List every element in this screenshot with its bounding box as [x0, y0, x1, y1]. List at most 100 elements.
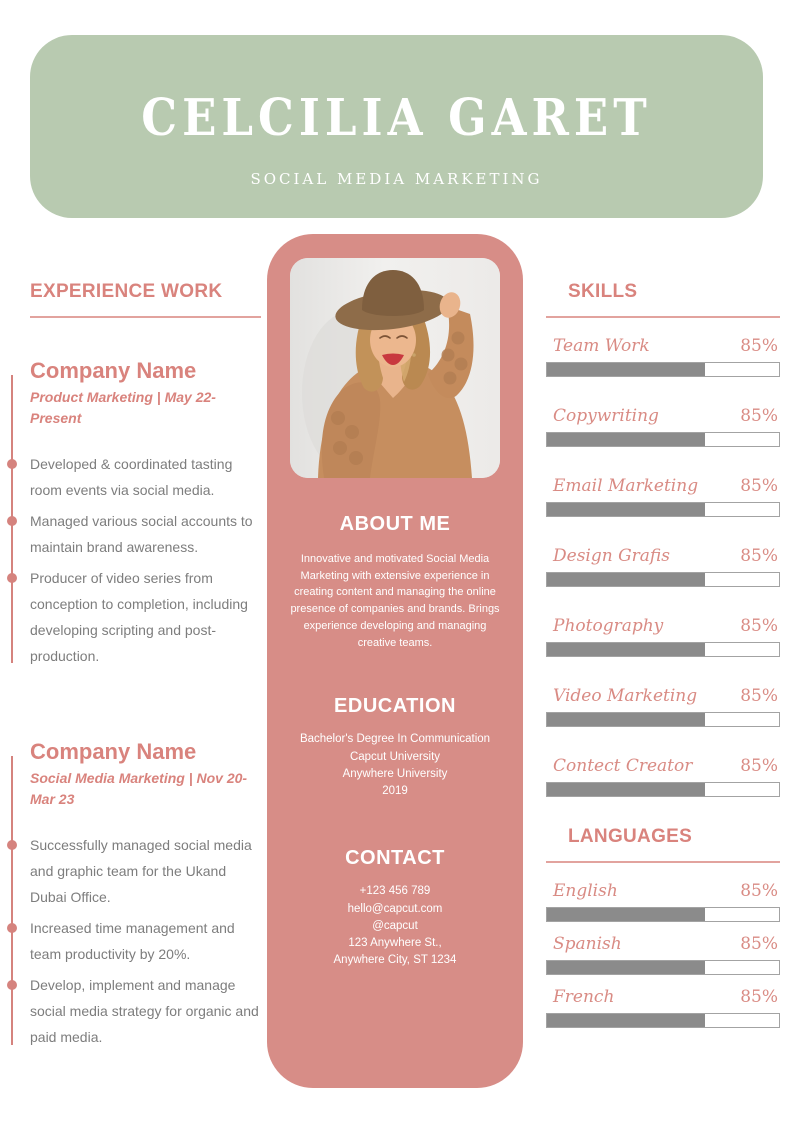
education-line: Bachelor's Degree In Communication [299, 733, 491, 746]
job-bullet: Managed various social accounts to maint… [6, 508, 261, 560]
timeline-dot [6, 923, 17, 934]
company-name: Company Name [30, 358, 197, 383]
contact-address-line: 123 Anywhere St., [348, 937, 442, 950]
timeline-dot [6, 980, 17, 991]
education-line: Anywhere University [342, 767, 448, 780]
person-name: CELCILIA GARET [141, 87, 652, 148]
skills-title: SKILLS [568, 281, 638, 302]
skill-label: Design Grafis [553, 546, 670, 566]
skill-percent: 85% [740, 546, 778, 566]
skill-percent: 85% [740, 406, 778, 426]
language-label: Spanish [553, 934, 622, 954]
skill-bar-fill [547, 363, 705, 376]
contact-phone: +123 456 789 [359, 885, 431, 898]
skills-divider [546, 316, 780, 318]
job-bullet: Increased time management and team produ… [6, 915, 261, 967]
skill-bar [546, 432, 780, 447]
contact-handle: @capcut [372, 919, 418, 932]
person-role: SOCIAL MEDIA MARKETING [250, 170, 543, 188]
skill-percent: 85% [740, 476, 778, 496]
language-percent: 85% [740, 881, 778, 901]
skill-percent: 85% [740, 336, 778, 356]
portrait-illustration [290, 258, 500, 478]
bullet-text: Increased time management and team produ… [30, 920, 235, 963]
languages-title: LANGUAGES [568, 826, 693, 847]
language-item: English 85% [546, 881, 780, 922]
contact-email: hello@capcut.com [347, 902, 443, 915]
language-bar-fill [547, 961, 705, 974]
timeline-dot [6, 516, 17, 527]
profile-panel: ABOUT ME Innovative and motivated Social… [267, 234, 523, 1088]
profile-photo [290, 258, 500, 478]
skill-item: Contect Creator 85% [546, 756, 780, 797]
education-line: Capcut University [349, 750, 441, 763]
skill-item: Email Marketing 85% [546, 476, 780, 517]
timeline-dot [6, 459, 17, 469]
experience-section: EXPERIENCE WORK Company Name Product Mar… [6, 281, 261, 1056]
skill-bar-fill [547, 643, 705, 656]
language-bar [546, 960, 780, 975]
language-bar-fill [547, 1014, 705, 1027]
skills-section: SKILLS Team Work 85% Copywriting 85% Email… [546, 281, 780, 1040]
education-line: 2019 [382, 785, 408, 798]
header-banner: CELCILIA GARET SOCIAL MEDIA MARKETING [30, 35, 763, 218]
contact-lines: +123 456 789 hello@capcut.com @capcut 12… [267, 883, 523, 969]
job-bullet: Developed & coordinated tasting room eve… [6, 451, 261, 503]
job-entry-1: Company Name Product Marketing | May 22-… [6, 358, 261, 669]
company-name: Company Name [30, 739, 197, 765]
bullet-text: Developed & coordinated tasting room eve… [30, 456, 233, 499]
contact-title: CONTACT [345, 847, 445, 870]
job-bullet: Successfully managed social media and gr… [6, 832, 261, 910]
skill-bar [546, 782, 780, 797]
skill-bar [546, 642, 780, 657]
job-bullet: Develop, implement and manage social med… [6, 972, 261, 1050]
bullet-text: Develop, implement and manage social med… [30, 977, 259, 1046]
contact-address-line: Anywhere City, ST 1234 [333, 954, 457, 967]
skill-item: Video Marketing 85% [546, 686, 780, 727]
job-entry-2: Company Name Social Media Marketing | No… [6, 739, 261, 1050]
skill-bar [546, 502, 780, 517]
language-bar-fill [547, 908, 705, 921]
bullet-text: Successfully managed social media and gr… [30, 837, 252, 906]
languages-divider [546, 861, 780, 863]
skill-item: Team Work 85% [546, 336, 780, 377]
skill-label: Team Work [553, 336, 650, 356]
skill-label: Video Marketing [553, 686, 698, 706]
language-percent: 85% [740, 934, 778, 954]
skill-percent: 85% [740, 616, 778, 636]
skill-percent: 85% [740, 756, 778, 776]
about-text: Innovative and motivated Social Media Ma… [290, 553, 500, 649]
skill-item: Photography 85% [546, 616, 780, 657]
skill-item: Copywriting 85% [546, 406, 780, 447]
job-meta: Product Marketing | May 22-Present [30, 389, 216, 426]
skill-bar-fill [547, 573, 705, 586]
skill-bar [546, 572, 780, 587]
language-bar [546, 1013, 780, 1028]
experience-title: EXPERIENCE WORK [30, 281, 223, 302]
bullet-text: Producer of video series from conception… [30, 570, 248, 665]
language-item: Spanish 85% [546, 934, 780, 975]
skill-percent: 85% [740, 686, 778, 706]
language-bar [546, 907, 780, 922]
language-label: English [553, 881, 618, 901]
skills-list: Team Work 85% Copywriting 85% Email Market… [546, 336, 780, 797]
skill-bar [546, 362, 780, 377]
skill-bar-fill [547, 433, 705, 446]
skill-bar-fill [547, 783, 705, 796]
bullet-text: Managed various social accounts to maint… [30, 513, 253, 556]
skill-label: Photography [553, 616, 664, 636]
languages-list: English 85% Spanish 85% French 85% [546, 881, 780, 1028]
skill-bar-fill [547, 503, 705, 516]
job-bullet-list: Successfully managed social media and gr… [6, 832, 261, 1050]
education-lines: Bachelor's Degree In Communication Capcu… [267, 731, 523, 800]
timeline-line [10, 756, 13, 1045]
skill-bar-fill [547, 713, 705, 726]
skill-label: Email Marketing [553, 476, 699, 496]
education-title: EDUCATION [334, 695, 456, 718]
timeline-dot [6, 840, 17, 851]
language-percent: 85% [740, 987, 778, 1007]
language-label: French [553, 987, 615, 1007]
job-meta: Social Media Marketing | Nov 20-Mar 23 [30, 770, 248, 808]
skill-bar [546, 712, 780, 727]
